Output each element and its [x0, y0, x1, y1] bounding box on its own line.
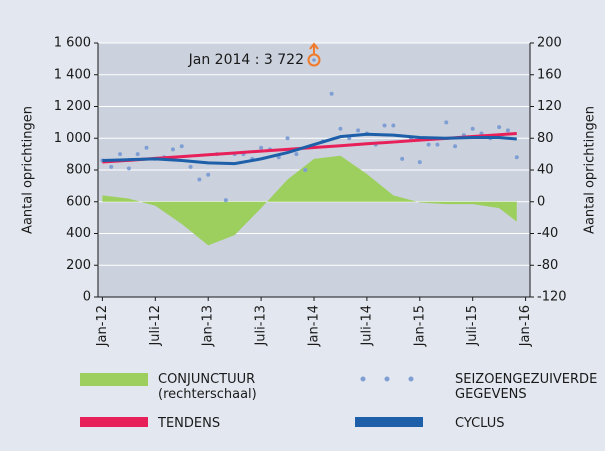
- y-tick-label: 1 000: [54, 131, 91, 146]
- y-axis-title: Aantal oprichtingen: [21, 106, 36, 234]
- point: [109, 164, 114, 169]
- x-tick-label: Jan-15: [412, 305, 427, 347]
- point: [356, 128, 361, 133]
- point: [259, 145, 264, 150]
- y-tick-label: 600: [66, 194, 91, 209]
- legend-label: CONJUNCTUUR (rechterschaal): [158, 372, 298, 402]
- point: [206, 172, 211, 177]
- x-tick-label: Juli-12: [148, 305, 163, 347]
- point: [444, 120, 449, 125]
- point: [118, 152, 123, 157]
- point: [179, 144, 184, 149]
- point: [285, 136, 290, 141]
- point: [338, 126, 343, 131]
- y-tick-label: 0: [83, 290, 91, 305]
- y-tick-label: 1 600: [54, 36, 91, 51]
- y2-tick-label: 200: [537, 36, 562, 51]
- point: [294, 152, 299, 157]
- y-tick-label: 200: [66, 258, 91, 273]
- annotation-dot: [312, 58, 316, 62]
- annotation-text: Jan 2014 : 3 722: [188, 52, 304, 68]
- x-tick-label: Jan-12: [95, 305, 110, 347]
- y2-tick-label: 160: [537, 67, 562, 82]
- point: [453, 144, 458, 149]
- point: [417, 160, 422, 165]
- point: [170, 147, 175, 152]
- point: [135, 152, 140, 157]
- x-tick-label: Jan-13: [201, 305, 216, 347]
- legend-swatch: [355, 417, 423, 427]
- legend-swatch: [80, 417, 148, 427]
- y2-axis-title: Aantal oprichtingen: [583, 106, 598, 234]
- x-tick-label: Juli-13: [254, 305, 269, 347]
- point: [391, 123, 396, 128]
- point: [470, 126, 475, 131]
- y2-tick-label: 120: [537, 99, 562, 114]
- point: [144, 145, 149, 150]
- legend-label: TENDENS: [158, 416, 298, 431]
- legend-swatch: [360, 376, 366, 382]
- y2-tick-label: 80: [537, 131, 554, 146]
- legend-swatch: [80, 373, 148, 386]
- point: [514, 155, 519, 160]
- x-tick-label: Juli-14: [359, 305, 374, 347]
- legend-name: TENDENS: [158, 416, 221, 431]
- point: [382, 123, 387, 128]
- x-tick-label: Juli-15: [465, 305, 480, 347]
- point: [197, 177, 202, 182]
- annotation-arrowhead: [309, 42, 319, 50]
- point: [400, 156, 405, 161]
- legend-name: CONJUNCTUUR: [158, 372, 256, 387]
- point: [497, 125, 502, 130]
- point: [188, 164, 193, 169]
- point: [303, 168, 308, 172]
- point: [126, 166, 131, 171]
- legend-label: CYCLUS: [455, 416, 595, 431]
- y-tick-label: 1 200: [54, 99, 91, 114]
- y2-tick-label: -80: [537, 258, 558, 273]
- legend-name: CYCLUS: [455, 416, 505, 431]
- point: [223, 198, 228, 203]
- point: [435, 142, 440, 147]
- y-tick-label: 400: [66, 226, 91, 241]
- legend-name: SEIZOENGEZUIVERDE GEGEVENS: [455, 372, 598, 402]
- legend-swatch: [408, 376, 414, 382]
- x-tick-label: Jan-16: [518, 305, 533, 347]
- legend-swatch: [384, 376, 390, 382]
- area: [102, 155, 517, 246]
- legend-note: (rechterschaal): [158, 387, 257, 402]
- point: [505, 128, 510, 133]
- y2-tick-label: -120: [537, 290, 567, 305]
- y2-tick-label: 40: [537, 163, 554, 178]
- y2-tick-label: -40: [537, 226, 558, 241]
- line: [102, 132, 517, 166]
- y2-tick-label: 0: [537, 194, 545, 209]
- y-tick-label: 800: [66, 163, 91, 178]
- annotation-marker: [307, 53, 321, 67]
- point: [329, 91, 334, 96]
- x-tick-label: Jan-14: [307, 305, 322, 347]
- y-tick-label: 1 400: [54, 67, 91, 82]
- point: [426, 142, 431, 147]
- legend-label: SEIZOENGEZUIVERDE GEGEVENS: [455, 372, 598, 402]
